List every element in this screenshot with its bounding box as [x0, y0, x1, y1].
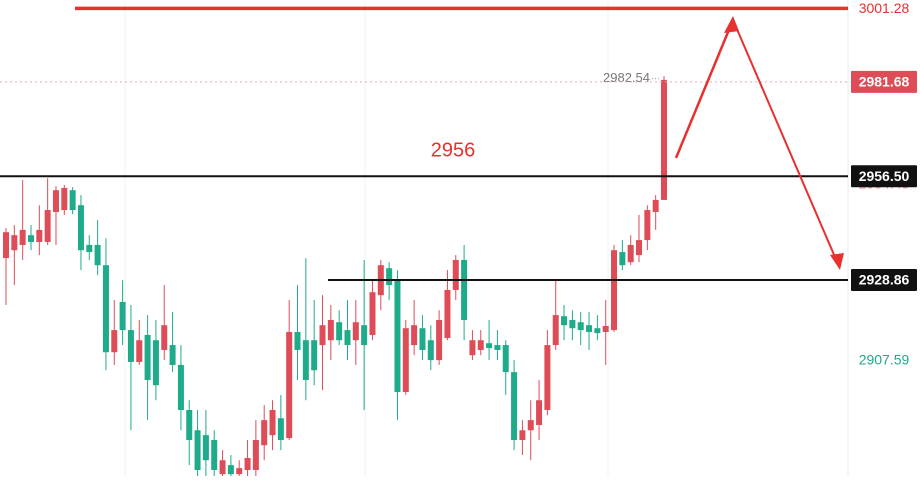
price-box [851, 165, 917, 188]
candle-body [52, 190, 59, 212]
candle-body [227, 465, 234, 475]
candle-body [444, 289, 451, 338]
candle-body [611, 250, 618, 331]
candle-body [411, 325, 418, 346]
candle-body [277, 418, 284, 440]
arrow-head [830, 253, 844, 270]
candle-body [127, 330, 134, 362]
candle-body [536, 400, 543, 425]
price-label: 3001.28 [859, 0, 910, 16]
candle-body [211, 439, 218, 470]
candle-body [561, 316, 568, 326]
annotation: 2956 [431, 139, 476, 161]
candle-body [252, 439, 259, 470]
candle-body [302, 340, 309, 380]
candle-body [502, 345, 509, 373]
candle-body [494, 345, 501, 350]
candle-body [319, 325, 326, 346]
candle-body [169, 345, 176, 365]
price-box [851, 70, 917, 93]
arrow-head [724, 16, 739, 33]
candle-body [344, 330, 351, 346]
candle-body [69, 190, 76, 211]
candle-body [44, 210, 51, 242]
candle-body [119, 301, 126, 331]
candle-body [552, 315, 559, 346]
candle-body [194, 430, 201, 470]
candle-body [636, 240, 643, 256]
candle-body [586, 325, 593, 332]
candle-body [236, 468, 243, 475]
arrow-down [732, 19, 839, 265]
levels: 3001.282981.682954.452956.502928.862907.… [0, 0, 917, 367]
candle-body [202, 435, 209, 461]
candle-body [311, 340, 318, 371]
candle-body [477, 340, 484, 350]
candle-body [86, 244, 93, 253]
candle-body [369, 292, 376, 335]
candle-body [519, 430, 526, 440]
candle-body [27, 235, 34, 242]
high-label: 2982.54 [603, 70, 650, 85]
candle-body [452, 259, 459, 290]
candle-body [577, 322, 584, 331]
candle-body [19, 229, 26, 245]
candle-body [177, 364, 184, 410]
candle-body [594, 328, 601, 334]
candles: 2982.54 [3, 70, 667, 476]
candle-body [511, 372, 518, 440]
candle-body [469, 340, 476, 356]
candle-body [386, 268, 393, 286]
grid [124, 0, 609, 476]
candle-body [161, 325, 168, 350]
candle-body [361, 325, 368, 346]
candle-body [544, 345, 551, 410]
arrows [674, 16, 844, 270]
candle-body [352, 322, 359, 341]
candle-body [3, 232, 9, 259]
candle-body [186, 409, 193, 440]
candle-body [402, 328, 409, 392]
candle-body [652, 199, 659, 212]
candle-body [244, 457, 251, 470]
candle-body [461, 259, 468, 320]
candle-body [427, 340, 434, 361]
candle-body [527, 420, 534, 431]
candle-body [36, 229, 43, 242]
candle-body [327, 319, 334, 341]
candle-body [336, 322, 343, 341]
candle-body [261, 420, 268, 446]
price-box [851, 268, 917, 291]
candle-body [111, 330, 118, 353]
candle-body [294, 331, 301, 350]
candle-body [569, 319, 576, 329]
candle-body [61, 187, 68, 211]
candle-body [136, 340, 143, 362]
candle-body [602, 325, 609, 332]
candle-body [661, 79, 667, 200]
candle-body [94, 244, 101, 266]
candle-body [644, 210, 651, 241]
candle-body [394, 280, 401, 392]
price-label: 2928.86 [859, 272, 910, 288]
price-label: 2981.68 [859, 74, 910, 90]
candle-body [486, 343, 493, 349]
candle-body [102, 265, 109, 353]
candle-body [286, 331, 293, 439]
candle-body [152, 340, 159, 386]
candle-body [11, 235, 18, 251]
arrow-up [674, 19, 735, 159]
price-label: 2907.59 [859, 351, 910, 367]
candle-body [77, 205, 84, 251]
price-label: 2956.50 [859, 168, 910, 184]
candle-body [627, 244, 634, 263]
candle-body [436, 319, 443, 361]
candle-body [269, 409, 276, 436]
candle-body [219, 460, 226, 475]
candle-body [144, 334, 151, 380]
candle-body [619, 252, 626, 266]
candle-body [419, 328, 426, 350]
